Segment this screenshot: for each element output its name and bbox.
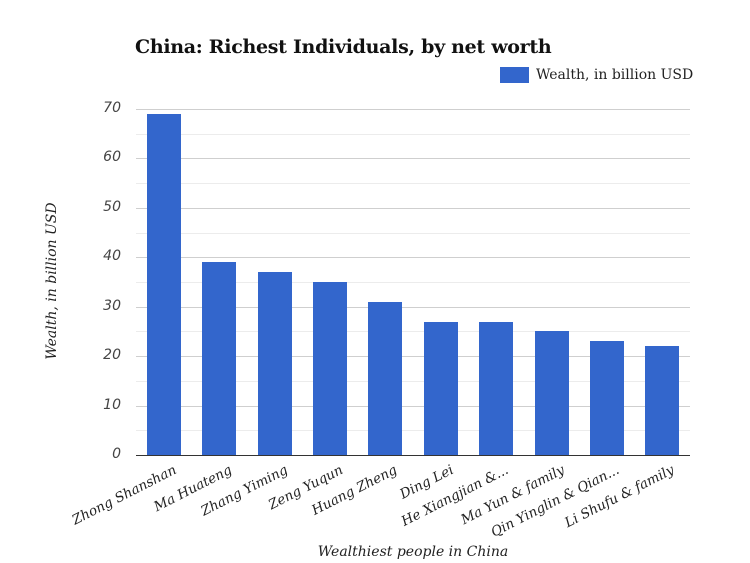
bar[interactable] <box>147 114 181 455</box>
legend-swatch <box>500 67 529 83</box>
bar[interactable] <box>479 322 513 455</box>
bar[interactable] <box>313 282 347 455</box>
y-tick-label: 40 <box>103 248 121 264</box>
minor-gridline <box>136 430 690 431</box>
minor-gridline <box>136 381 690 382</box>
minor-gridline <box>136 233 690 234</box>
chart-title: China: Richest Individuals, by net worth <box>135 36 552 58</box>
y-tick-label: 50 <box>103 199 121 215</box>
minor-gridline <box>136 183 690 184</box>
major-gridline <box>136 406 690 407</box>
bar[interactable] <box>202 262 236 455</box>
bar[interactable] <box>424 322 458 455</box>
x-axis-line <box>136 455 690 456</box>
minor-gridline <box>136 282 690 283</box>
minor-gridline <box>136 331 690 332</box>
major-gridline <box>136 257 690 258</box>
bar[interactable] <box>258 272 292 455</box>
bar[interactable] <box>645 346 679 455</box>
y-tick-label: 70 <box>103 100 121 116</box>
y-tick-label: 10 <box>103 397 121 413</box>
major-gridline <box>136 307 690 308</box>
major-gridline <box>136 356 690 357</box>
bar[interactable] <box>535 331 569 455</box>
bar[interactable] <box>590 341 624 455</box>
major-gridline <box>136 208 690 209</box>
bar[interactable] <box>368 302 402 455</box>
major-gridline <box>136 158 690 159</box>
y-tick-label: 60 <box>103 149 121 165</box>
x-axis-title: Wealthiest people in China <box>317 544 509 560</box>
y-tick-label: 30 <box>103 298 121 314</box>
legend-label: Wealth, in billion USD <box>536 67 694 83</box>
minor-gridline <box>136 134 690 135</box>
y-axis-title: Wealth, in billion USD <box>44 202 60 360</box>
y-tick-label: 0 <box>112 446 121 462</box>
legend: Wealth, in billion USD <box>500 67 693 83</box>
y-tick-label: 20 <box>103 347 121 363</box>
major-gridline <box>136 109 690 110</box>
